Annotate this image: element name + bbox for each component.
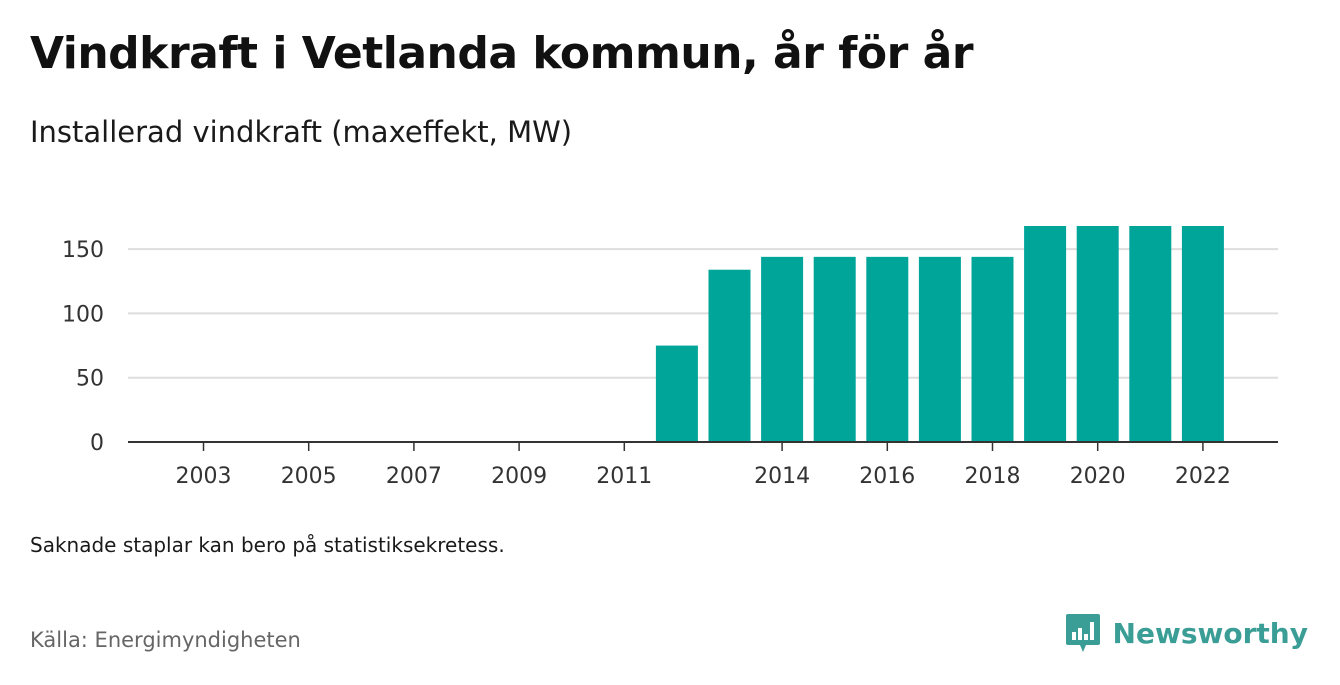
bar-2020: [1076, 226, 1119, 442]
bar-2014: [761, 256, 804, 442]
bar-2017: [918, 256, 961, 442]
x-tick-label: 2016: [859, 464, 915, 489]
x-tick-label: 2009: [491, 464, 547, 489]
bar-2013: [708, 269, 751, 442]
source-credit: Källa: Energimyndigheten: [30, 628, 301, 652]
x-tick-label: 2007: [386, 464, 442, 489]
bar-chart: 0 50 100 150 2003 2005 2007 2009 2011 2014 2016 201…: [62, 226, 1278, 489]
bar-2018: [971, 256, 1014, 442]
x-tick-label: 2014: [754, 464, 810, 489]
bar-2016: [866, 256, 909, 442]
x-tick-label: 2005: [281, 464, 337, 489]
brand-logo[interactable]: Newsworthy: [1065, 612, 1308, 654]
y-tick-label: 150: [62, 238, 104, 263]
x-tick-label: 2011: [596, 464, 652, 489]
x-tick-label: 2018: [965, 464, 1021, 489]
bar-2021: [1129, 226, 1172, 442]
x-tick-label: 2003: [176, 464, 232, 489]
brand-name: Newsworthy: [1112, 616, 1308, 650]
axes: 0 50 100 150 2003 2005 2007 2009 2011 2014 2016 201…: [62, 238, 1278, 489]
chart-note: Saknade staplar kan bero på statistiksek…: [30, 533, 505, 557]
y-tick-label: 50: [76, 367, 104, 392]
x-tick-label: 2020: [1070, 464, 1126, 489]
chart-title: Vindkraft i Vetlanda kommun, år för år: [30, 28, 974, 79]
x-tick-label: 2022: [1175, 464, 1231, 489]
bar-2019: [1024, 226, 1067, 442]
bar-2022: [1181, 226, 1224, 442]
bars: [655, 226, 1224, 442]
bar-2012: [655, 345, 698, 442]
y-tick-label: 0: [90, 431, 104, 456]
bar-2015: [813, 256, 856, 442]
chart-subtitle: Installerad vindkraft (maxeffekt, MW): [30, 115, 573, 149]
newsworthy-logo-icon: [1065, 614, 1100, 652]
y-tick-label: 100: [62, 302, 104, 327]
